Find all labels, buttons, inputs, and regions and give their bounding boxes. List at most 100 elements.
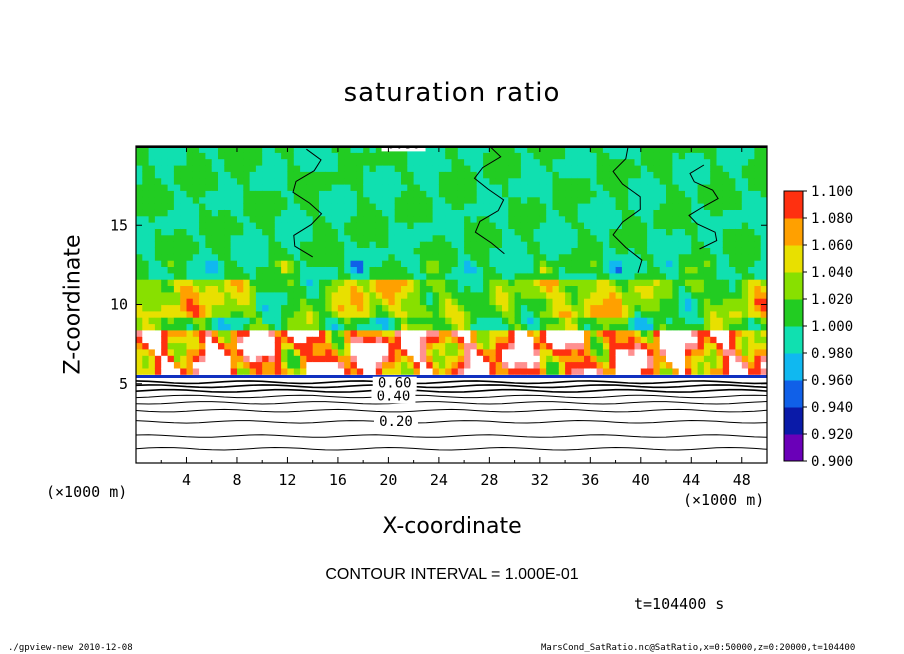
- field-cell: [596, 450, 604, 458]
- field-cell: [199, 355, 206, 363]
- field-cell: [508, 336, 516, 344]
- field-cell: [237, 380, 244, 388]
- field-cell: [722, 260, 730, 267]
- field-cell: [186, 241, 194, 248]
- field-cell: [628, 234, 636, 242]
- field-cell: [634, 304, 642, 312]
- field-cell: [457, 279, 465, 286]
- field-cell: [628, 336, 636, 344]
- field-cell: [438, 228, 446, 236]
- field-cell: [350, 450, 358, 458]
- field-cell: [647, 304, 654, 312]
- field-cell: [211, 437, 219, 445]
- field-cell: [584, 247, 591, 255]
- field-cell: [319, 412, 326, 420]
- field-cell: [716, 437, 724, 445]
- field-cell: [552, 279, 560, 286]
- field-cell: [565, 399, 572, 407]
- field-cell: [615, 380, 623, 388]
- field-cell: [255, 291, 263, 299]
- field-cell: [710, 215, 718, 223]
- field-cell: [653, 329, 661, 337]
- field-cell: [596, 222, 604, 229]
- field-cell: [502, 425, 509, 432]
- field-cell: [237, 285, 244, 293]
- field-cell: [142, 241, 150, 248]
- field-cell: [306, 158, 314, 166]
- field-cell: [741, 196, 749, 204]
- field-cell: [584, 266, 591, 274]
- field-cell: [293, 317, 301, 325]
- field-cell: [621, 450, 629, 458]
- field-cell: [237, 310, 244, 318]
- field-cell: [691, 437, 699, 445]
- field-cell: [533, 234, 541, 242]
- field-cell: [722, 196, 730, 204]
- field-cell: [584, 146, 591, 153]
- field-cell: [584, 209, 591, 217]
- field-cell: [211, 361, 219, 369]
- field-cell: [445, 260, 453, 267]
- field-cell: [634, 279, 642, 286]
- field-cell: [451, 304, 459, 312]
- field-cell: [211, 336, 219, 344]
- field-cell: [552, 298, 560, 306]
- field-cell: [161, 222, 169, 229]
- field-cell: [533, 184, 541, 191]
- field-cell: [293, 323, 301, 331]
- field-cell: [293, 222, 301, 229]
- field-cell: [394, 304, 402, 312]
- field-cell: [672, 234, 680, 242]
- field-cell: [697, 418, 705, 426]
- field-cell: [678, 310, 686, 318]
- field-cell: [180, 355, 188, 363]
- field-cell: [602, 342, 610, 350]
- field-cell: [350, 393, 358, 401]
- field-cell: [413, 393, 421, 401]
- field-cell: [167, 310, 175, 318]
- field-cell: [558, 380, 566, 388]
- field-cell: [483, 253, 490, 261]
- field-cell: [628, 247, 636, 255]
- field-cell: [199, 272, 206, 280]
- field-cell: [281, 285, 288, 293]
- field-cell: [533, 279, 541, 286]
- field-cell: [748, 444, 755, 451]
- field-cell: [300, 437, 307, 445]
- field-cell: [148, 323, 156, 331]
- field-cell: [527, 171, 535, 179]
- field-cell: [369, 323, 377, 331]
- field-cell: [748, 196, 755, 204]
- field-cell: [621, 342, 629, 350]
- field-cell: [199, 367, 206, 375]
- field-cell: [186, 171, 194, 179]
- field-cell: [375, 253, 383, 261]
- field-cell: [596, 177, 604, 185]
- field-cell: [457, 260, 465, 267]
- field-cell: [281, 380, 288, 388]
- field-cell: [470, 367, 478, 375]
- field-cell: [331, 146, 339, 153]
- field-cell: [136, 228, 143, 236]
- field-cell: [419, 431, 427, 439]
- field-cell: [369, 342, 377, 350]
- field-cell: [394, 323, 402, 331]
- field-cell: [344, 247, 352, 255]
- field-cell: [748, 203, 755, 210]
- field-cell: [445, 437, 453, 445]
- field-cell: [325, 165, 333, 172]
- field-cell: [218, 152, 225, 160]
- field-cell: [691, 405, 699, 413]
- field-cell: [590, 146, 598, 153]
- field-cell: [274, 222, 282, 229]
- field-cell: [142, 412, 150, 420]
- field-cell: [167, 329, 175, 337]
- field-cell: [703, 425, 711, 432]
- field-cell: [356, 412, 364, 420]
- field-cell: [470, 456, 478, 463]
- field-cell: [300, 310, 307, 318]
- field-cell: [369, 241, 377, 248]
- field-cell: [483, 203, 490, 210]
- field-cell: [666, 146, 673, 153]
- field-cell: [502, 323, 509, 331]
